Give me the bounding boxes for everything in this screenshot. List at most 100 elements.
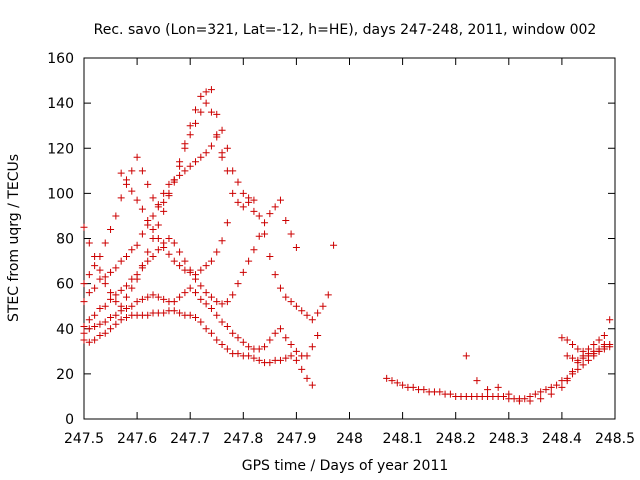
data-point <box>117 194 125 202</box>
x-tick-label: 248.5 <box>595 431 635 447</box>
y-tick-label: 20 <box>56 367 74 383</box>
data-point <box>271 203 279 211</box>
data-point <box>537 395 545 403</box>
data-point <box>149 291 157 299</box>
x-tick-label: 247.7 <box>170 431 210 447</box>
data-point <box>122 282 130 290</box>
data-point <box>282 334 290 342</box>
x-tick-label: 247.6 <box>117 431 157 447</box>
data-point <box>133 241 141 249</box>
data-point <box>176 248 184 256</box>
data-point <box>107 268 115 276</box>
data-point <box>117 169 125 177</box>
data-point <box>192 119 200 127</box>
data-point <box>324 291 332 299</box>
data-point <box>595 347 603 355</box>
data-point <box>133 153 141 161</box>
data-point <box>213 131 221 139</box>
data-point <box>85 271 93 279</box>
data-point <box>245 257 253 265</box>
data-point <box>91 262 99 270</box>
data-point <box>563 352 571 360</box>
data-point <box>80 336 88 344</box>
data-point <box>112 320 120 328</box>
data-point <box>388 377 396 385</box>
data-point <box>80 223 88 231</box>
data-point <box>584 345 592 353</box>
data-point <box>160 244 168 252</box>
data-point <box>531 390 539 398</box>
data-point <box>128 302 136 310</box>
data-point <box>409 383 417 391</box>
data-point <box>276 356 284 364</box>
data-point <box>393 379 401 387</box>
data-point <box>122 253 130 261</box>
data-point <box>112 311 120 319</box>
data-point <box>276 196 284 204</box>
data-point <box>160 295 168 303</box>
data-point <box>207 86 215 94</box>
data-point <box>436 388 444 396</box>
data-point <box>250 246 258 254</box>
data-point <box>207 304 215 312</box>
data-point <box>255 212 263 220</box>
x-axis: 247.5 247.6 247.7 247.8 247.9 248 248.1 248.2 24… <box>64 58 635 447</box>
data-point <box>537 388 545 396</box>
data-point <box>287 298 295 306</box>
data-point <box>181 140 189 148</box>
x-tick-label: 248 <box>336 431 363 447</box>
data-point <box>505 390 513 398</box>
data-point <box>101 239 109 247</box>
data-point <box>122 293 130 301</box>
y-tick-label: 80 <box>56 232 74 248</box>
data-point <box>579 347 587 355</box>
data-point <box>170 176 178 184</box>
data-point <box>569 341 577 349</box>
data-point <box>303 352 311 360</box>
data-point <box>606 343 614 351</box>
data-point <box>80 298 88 306</box>
data-point <box>282 216 290 224</box>
data-point <box>218 153 226 161</box>
data-point <box>107 295 115 303</box>
data-point <box>202 325 210 333</box>
data-point <box>165 192 173 200</box>
data-point <box>245 198 253 206</box>
data-point <box>170 307 178 315</box>
data-point <box>176 158 184 166</box>
data-point <box>600 332 608 340</box>
data-point <box>266 359 274 367</box>
data-point <box>399 381 407 389</box>
data-point <box>154 203 162 211</box>
data-point <box>160 207 168 215</box>
data-point <box>308 316 316 324</box>
data-point <box>202 88 210 96</box>
data-point <box>229 291 237 299</box>
data-point <box>250 196 258 204</box>
data-point <box>218 126 226 134</box>
data-point <box>584 352 592 360</box>
data-point <box>107 225 115 233</box>
data-point <box>122 176 130 184</box>
data-point <box>213 110 221 118</box>
data-point <box>308 343 316 351</box>
data-point <box>292 244 300 252</box>
y-axis-label: STEC from uqrg / TECUs <box>6 154 22 322</box>
data-point <box>186 311 194 319</box>
data-point <box>213 336 221 344</box>
data-point <box>144 180 152 188</box>
data-point <box>213 311 221 319</box>
data-point <box>600 345 608 353</box>
data-point <box>181 167 189 175</box>
data-point <box>117 257 125 265</box>
data-point <box>85 338 93 346</box>
data-point <box>245 343 253 351</box>
data-point <box>547 383 555 391</box>
data-point <box>521 395 529 403</box>
data-point <box>250 354 258 362</box>
data-point <box>197 318 205 326</box>
data-point <box>101 302 109 310</box>
data-point <box>234 198 242 206</box>
data-point <box>207 329 215 337</box>
data-point <box>207 293 215 301</box>
